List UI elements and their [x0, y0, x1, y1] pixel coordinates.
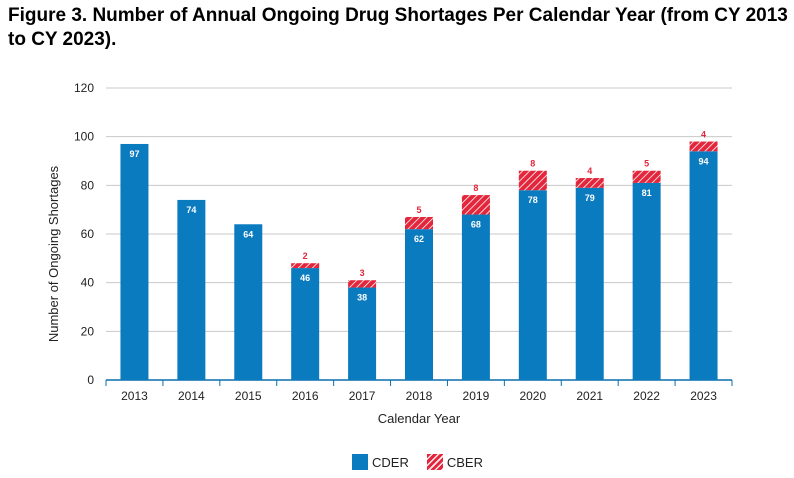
- bar-cber: [632, 170, 661, 183]
- bar-cber: [291, 263, 320, 269]
- x-axis-title: Calendar Year: [378, 411, 461, 426]
- y-axis-title: Number of Ongoing Shortages: [46, 165, 61, 342]
- y-tick-label: 100: [74, 130, 94, 144]
- data-label-cder: 78: [528, 195, 538, 205]
- legend-swatch-cder: [352, 454, 368, 470]
- x-tick-label: 2023: [690, 389, 717, 403]
- legend-item-cber: CBER: [426, 454, 483, 470]
- x-tick-label: 2013: [121, 389, 148, 403]
- x-tick-label: 2016: [292, 389, 319, 403]
- bar-cder: [632, 182, 661, 380]
- y-tick-label: 80: [81, 178, 95, 192]
- x-tick-label: 2021: [576, 389, 603, 403]
- bar-cder: [234, 224, 263, 380]
- x-tick-label: 2014: [178, 389, 205, 403]
- bar-cber: [405, 216, 433, 230]
- bar-cber: [689, 141, 718, 152]
- data-label-cber: 8: [530, 159, 535, 169]
- data-label-cber: 4: [701, 130, 706, 140]
- y-tick-label: 40: [81, 276, 95, 290]
- data-label-cder: 46: [300, 273, 310, 283]
- bar-cder: [405, 229, 433, 380]
- bar-cber: [461, 195, 490, 215]
- data-label-cder: 74: [186, 205, 196, 215]
- data-label-cder: 94: [699, 156, 709, 166]
- legend-swatch-cber: [426, 454, 443, 470]
- data-label-cber: 3: [360, 268, 365, 278]
- bar-cder: [689, 151, 718, 380]
- bar-cder: [348, 287, 377, 380]
- y-tick-label: 0: [87, 373, 94, 387]
- y-tick-label: 60: [81, 227, 95, 241]
- x-tick-label: 2019: [463, 389, 490, 403]
- data-label-cder: 64: [243, 229, 253, 239]
- x-tick-label: 2017: [349, 389, 376, 403]
- y-tick-label: 20: [81, 324, 95, 338]
- data-label-cder: 68: [471, 220, 481, 230]
- x-tick-label: 2018: [406, 389, 433, 403]
- legend: CDER CBER: [352, 454, 501, 470]
- bar-cder: [575, 187, 604, 380]
- bar-cder: [518, 190, 547, 380]
- data-label-cder: 79: [585, 193, 595, 203]
- bar-cder: [291, 268, 320, 380]
- data-label-cber: 5: [644, 159, 649, 169]
- bar-cder: [461, 214, 490, 380]
- data-label-cber: 4: [587, 166, 592, 176]
- x-tick-label: 2022: [633, 389, 660, 403]
- data-label-cder: 62: [414, 234, 424, 244]
- x-tick-label: 2020: [519, 389, 546, 403]
- data-label-cder: 97: [129, 149, 139, 159]
- bar-cder: [177, 199, 206, 380]
- figure-title: Figure 3. Number of Annual Ongoing Drug …: [8, 5, 788, 50]
- bar-cber: [575, 178, 604, 188]
- legend-label-cder: CDER: [372, 454, 409, 470]
- data-label-cder: 38: [357, 293, 367, 303]
- data-label-cber: 2: [303, 251, 308, 261]
- legend-item-cder: CDER: [352, 454, 409, 470]
- data-label-cber: 5: [416, 205, 421, 215]
- bar-cder: [120, 143, 149, 380]
- data-label-cder: 81: [642, 188, 652, 198]
- bar-cber: [348, 280, 377, 288]
- bar-cber: [518, 170, 547, 191]
- y-tick-label: 120: [74, 81, 94, 95]
- x-tick-label: 2015: [235, 389, 262, 403]
- data-label-cber: 8: [473, 183, 478, 193]
- legend-label-cber: CBER: [446, 454, 483, 470]
